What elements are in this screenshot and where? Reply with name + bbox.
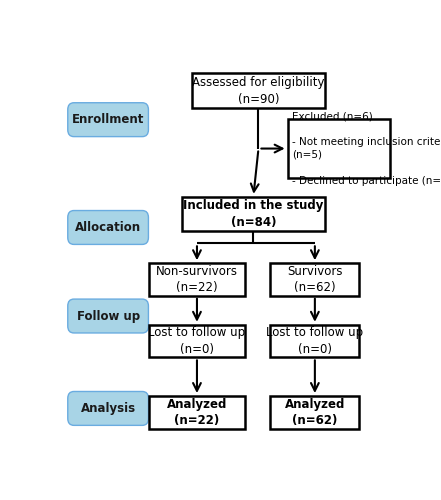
Text: Analysis: Analysis — [81, 402, 136, 415]
FancyBboxPatch shape — [68, 210, 149, 244]
Text: Enrollment: Enrollment — [72, 113, 144, 126]
Text: Excluded (n=6)

- Not meeting inclusion criteria
(n=5)

- Declined to participat: Excluded (n=6) - Not meeting inclusion c… — [292, 112, 441, 186]
Text: Lost to follow up
(n=0): Lost to follow up (n=0) — [149, 326, 246, 356]
FancyBboxPatch shape — [68, 102, 149, 136]
Text: Assessed for eligibility
(n=90): Assessed for eligibility (n=90) — [192, 76, 325, 106]
Text: Allocation: Allocation — [75, 221, 141, 234]
Text: Follow up: Follow up — [77, 310, 140, 322]
Text: Non-survivors
(n=22): Non-survivors (n=22) — [156, 264, 238, 294]
Text: Survivors
(n=62): Survivors (n=62) — [287, 264, 343, 294]
FancyBboxPatch shape — [149, 324, 245, 358]
FancyBboxPatch shape — [149, 396, 245, 428]
FancyBboxPatch shape — [192, 74, 325, 108]
FancyBboxPatch shape — [68, 392, 149, 426]
FancyBboxPatch shape — [149, 263, 245, 296]
Text: Included in the study
(n=84): Included in the study (n=84) — [183, 199, 324, 229]
FancyBboxPatch shape — [182, 196, 325, 232]
FancyBboxPatch shape — [270, 324, 359, 358]
FancyBboxPatch shape — [68, 299, 149, 333]
Text: Analyzed
(n=62): Analyzed (n=62) — [285, 398, 345, 427]
FancyBboxPatch shape — [270, 396, 359, 428]
FancyBboxPatch shape — [288, 118, 390, 178]
FancyBboxPatch shape — [270, 263, 359, 296]
Text: Analyzed
(n=22): Analyzed (n=22) — [167, 398, 227, 427]
Text: Lost to follow up
(n=0): Lost to follow up (n=0) — [266, 326, 363, 356]
